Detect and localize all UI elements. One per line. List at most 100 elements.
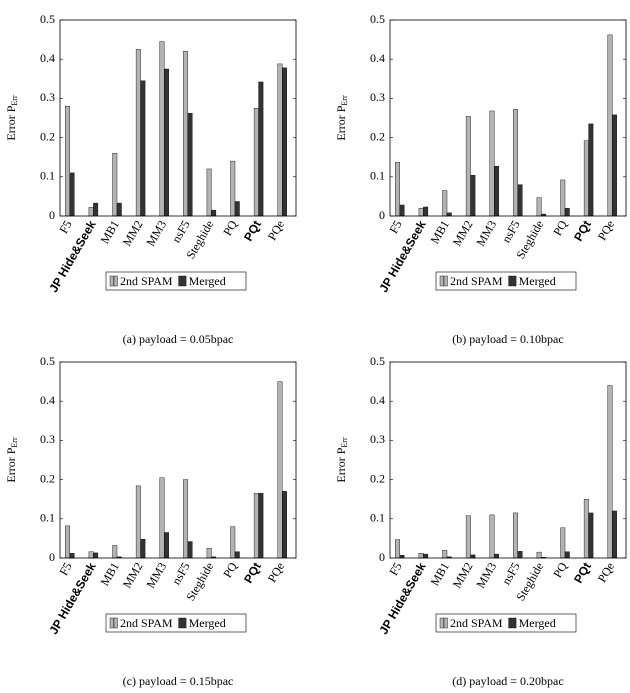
- bar: [513, 109, 519, 217]
- y-axis-label-main: Error P: [4, 447, 18, 482]
- legend-swatch: [512, 275, 517, 287]
- y-tick-label: 0: [49, 550, 55, 564]
- bar: [536, 197, 542, 217]
- y-tick-label: 0.5: [370, 12, 385, 26]
- x-tick-label: MB1: [98, 560, 122, 588]
- legend-swatch: [439, 275, 444, 287]
- bar: [588, 512, 594, 559]
- y-axis-label-sub: Err: [340, 95, 349, 106]
- legend-swatch: [512, 617, 517, 629]
- y-tick-label: 0.1: [370, 169, 385, 183]
- x-tick-label: nsF5: [169, 218, 193, 245]
- y-tick-label: 0.3: [40, 432, 55, 446]
- bar: [206, 168, 212, 217]
- y-axis-label-sub: Err: [10, 437, 19, 448]
- bar: [607, 34, 613, 217]
- bar: [187, 541, 193, 559]
- y-tick-label: 0.2: [370, 129, 385, 143]
- x-tick-label: F5: [56, 218, 74, 236]
- bar: [470, 175, 476, 217]
- bar: [69, 553, 75, 559]
- x-tick-label: F5: [386, 218, 404, 236]
- y-axis-label-main: Error P: [334, 447, 348, 482]
- bar: [253, 493, 259, 559]
- bar: [583, 140, 589, 217]
- y-tick-label: 0: [379, 550, 385, 564]
- legend-label: 2nd SPAM: [120, 274, 173, 288]
- x-tick-label: PQt: [571, 218, 594, 243]
- bar: [140, 538, 146, 559]
- x-tick-label: MM3: [143, 560, 169, 591]
- bar: [230, 526, 236, 559]
- bar: [465, 515, 471, 559]
- x-tick-label: PQe: [265, 560, 287, 585]
- bar: [69, 172, 75, 217]
- legend-swatch: [443, 617, 448, 629]
- x-tick-label: PQt: [571, 560, 594, 585]
- legend-box: [435, 271, 577, 291]
- bar: [489, 514, 495, 559]
- bar: [489, 110, 495, 217]
- legend-swatch: [109, 617, 114, 629]
- bar: [211, 209, 217, 217]
- x-tick-label: MB1: [428, 218, 452, 246]
- y-axis-label: Error PErr: [334, 95, 349, 141]
- legend-label: Merged: [189, 616, 226, 630]
- x-tick-label: F5: [386, 560, 404, 578]
- bar: [560, 179, 566, 217]
- bar: [65, 106, 71, 217]
- x-tick-label: F5: [56, 560, 74, 578]
- legend-swatch: [113, 617, 118, 629]
- legend-swatch: [439, 617, 444, 629]
- bar: [159, 477, 165, 559]
- y-axis-label: Error PErr: [334, 437, 349, 483]
- bar: [564, 207, 570, 217]
- legend-swatch: [178, 617, 183, 629]
- axes-frame: [389, 361, 627, 559]
- x-tick-label: MB1: [98, 218, 122, 246]
- x-tick-label: PQt: [241, 218, 264, 243]
- bar: [399, 204, 405, 217]
- bar: [277, 63, 283, 217]
- x-tick-label: PQ: [220, 560, 240, 581]
- legend-swatch: [182, 617, 187, 629]
- caption: (c) payload = 0.15bpac: [123, 674, 234, 688]
- y-tick-label: 0.3: [370, 90, 385, 104]
- x-tick-label: MB1: [428, 560, 452, 588]
- y-tick-label: 0.1: [40, 169, 55, 183]
- legend-label: Merged: [189, 274, 226, 288]
- bar: [395, 539, 401, 559]
- bar: [253, 107, 259, 217]
- bar: [423, 553, 429, 559]
- x-tick-label: MM2: [120, 218, 146, 249]
- x-tick-label: MM2: [450, 218, 476, 249]
- bar: [607, 385, 613, 559]
- x-tick-label: MM3: [143, 218, 169, 249]
- x-tick-label: JP Hide&Seek: [46, 218, 99, 295]
- bar: [135, 49, 141, 217]
- y-axis-label: Error PErr: [4, 437, 19, 483]
- y-tick-label: 0.5: [40, 12, 55, 26]
- bar: [93, 202, 99, 217]
- y-tick-label: 0.2: [40, 129, 55, 143]
- bar: [88, 551, 94, 559]
- bar: [234, 201, 240, 217]
- bar: [258, 81, 264, 217]
- legend-swatch: [178, 275, 183, 287]
- x-tick-label: PQ: [220, 218, 240, 239]
- bar: [112, 153, 118, 217]
- caption: (a) payload = 0.05bpac: [123, 332, 234, 346]
- x-tick-label: PQe: [595, 218, 617, 243]
- bar: [258, 493, 264, 559]
- legend-label: Merged: [519, 274, 556, 288]
- x-tick-label: MM2: [450, 560, 476, 591]
- y-axis-label-main: Error P: [4, 105, 18, 140]
- y-tick-label: 0: [379, 208, 385, 222]
- x-tick-label: MM2: [120, 560, 146, 591]
- bar: [163, 68, 169, 217]
- bar: [65, 525, 71, 559]
- legend-box: [105, 613, 247, 633]
